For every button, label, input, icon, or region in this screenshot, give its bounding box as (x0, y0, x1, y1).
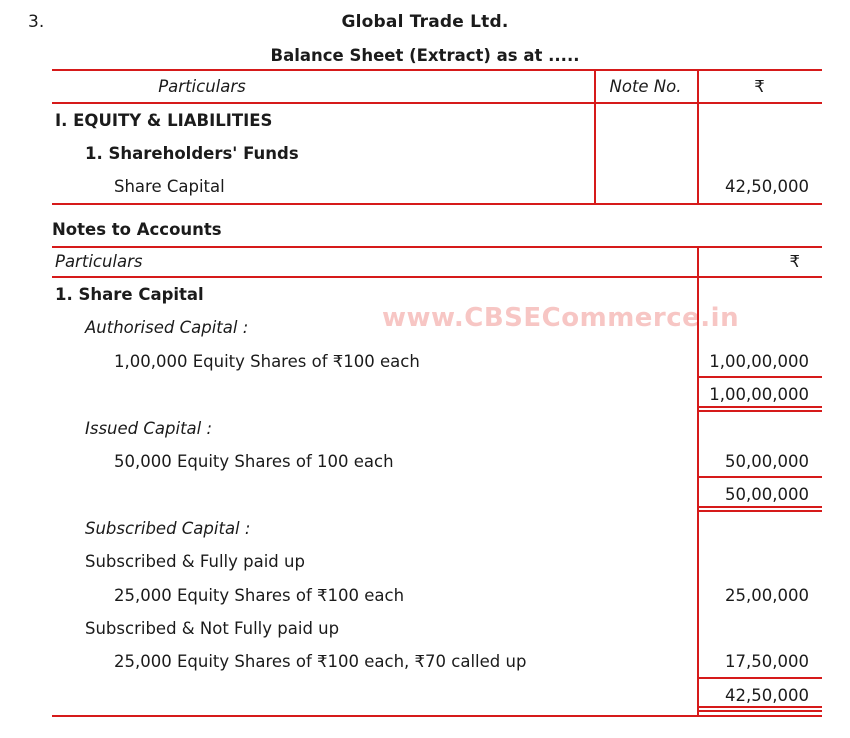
row-label: 1. Shareholders' Funds (85, 144, 299, 163)
row-label: Subscribed & Not Fully paid up (85, 618, 340, 638)
watermark-text: www.CBSECommerce.in (382, 303, 740, 333)
row-label: 25,000 Equity Shares of ₹100 each (114, 585, 405, 605)
row-label: 1,00,000 Equity Shares of ₹100 each (114, 351, 420, 371)
table-row: Subscribed Capital : (52, 512, 822, 545)
header-note-no: Note No. (609, 77, 682, 96)
row-amount: 42,50,000 (725, 177, 809, 196)
row-amount: 50,00,000 (697, 445, 822, 479)
table-row: 25,000 Equity Shares of ₹100 each 25,00,… (52, 579, 822, 612)
row-label: Subscribed Capital : (85, 518, 251, 538)
question-number: 3. (28, 12, 45, 32)
table-row: 50,00,000 (52, 478, 822, 512)
table-row: I. EQUITY & LIABILITIES (52, 104, 822, 137)
balance-sheet-body: I. EQUITY & LIABILITIES 1. Shareholders'… (52, 104, 822, 205)
table-row: 50,000 Equity Shares of 100 each 50,00,0… (52, 445, 822, 479)
row-amount (697, 412, 822, 445)
table-row: 1,00,000 Equity Shares of ₹100 each 1,00… (52, 345, 822, 379)
row-total-amount: 1,00,00,000 (697, 378, 822, 412)
row-label: 50,000 Equity Shares of 100 each (114, 451, 394, 471)
row-amount: 1,00,00,000 (697, 345, 822, 379)
row-label: I. EQUITY & LIABILITIES (55, 111, 273, 130)
company-title: Global Trade Ltd. (341, 12, 509, 32)
row-label: Subscribed & Fully paid up (85, 552, 305, 572)
row-amount: 25,00,000 (725, 585, 809, 605)
header-rupee: ₹ (754, 77, 765, 96)
column-divider (594, 71, 596, 205)
table-row: 42,50,000 (52, 679, 822, 713)
header-particulars: Particulars (55, 252, 143, 271)
notes-header-row: Particulars ₹ (52, 248, 822, 278)
sheet-subtitle: Balance Sheet (Extract) as at ..... (270, 46, 580, 65)
balance-sheet-header-row: Particulars Note No. ₹ (52, 71, 822, 104)
table-row: 1,00,00,000 (52, 378, 822, 412)
header-particulars: Particulars (158, 77, 246, 96)
table-row: Authorised Capital : (52, 311, 822, 344)
row-total-amount: 50,00,000 (697, 478, 822, 512)
row-total-amount: 42,50,000 (697, 679, 822, 713)
table-row: 1. Shareholders' Funds (52, 137, 822, 170)
row-amount (697, 278, 822, 311)
row-amount (697, 137, 822, 170)
table-row: Issued Capital : (52, 412, 822, 445)
row-label: Issued Capital : (85, 418, 213, 438)
balance-sheet-table: Particulars Note No. ₹ I. EQUITY & LIABI… (52, 69, 822, 205)
table-row: 25,000 Equity Shares of ₹100 each, ₹70 c… (52, 645, 822, 679)
notes-heading: Notes to Accounts (52, 220, 222, 239)
row-amount (697, 612, 822, 645)
row-amount (697, 545, 822, 578)
notes-table: Particulars ₹ 1. Share Capital Authorise… (52, 246, 822, 718)
table-row: 1. Share Capital (52, 278, 822, 311)
table-row: Subscribed & Fully paid up (52, 545, 822, 578)
row-amount (697, 104, 822, 137)
column-divider (697, 248, 699, 716)
row-amount (697, 311, 822, 344)
table-row: Share Capital 42,50,000 (52, 170, 822, 203)
row-label: Authorised Capital : (85, 318, 249, 338)
row-amount: 17,50,000 (697, 645, 822, 679)
table-row: Subscribed & Not Fully paid up (52, 612, 822, 645)
column-divider (697, 71, 699, 205)
header-rupee: ₹ (789, 252, 801, 271)
row-label: 1. Share Capital (55, 285, 204, 304)
row-label: 25,000 Equity Shares of ₹100 each, ₹70 c… (114, 652, 527, 672)
row-label: Share Capital (114, 177, 225, 196)
row-amount (697, 512, 822, 545)
